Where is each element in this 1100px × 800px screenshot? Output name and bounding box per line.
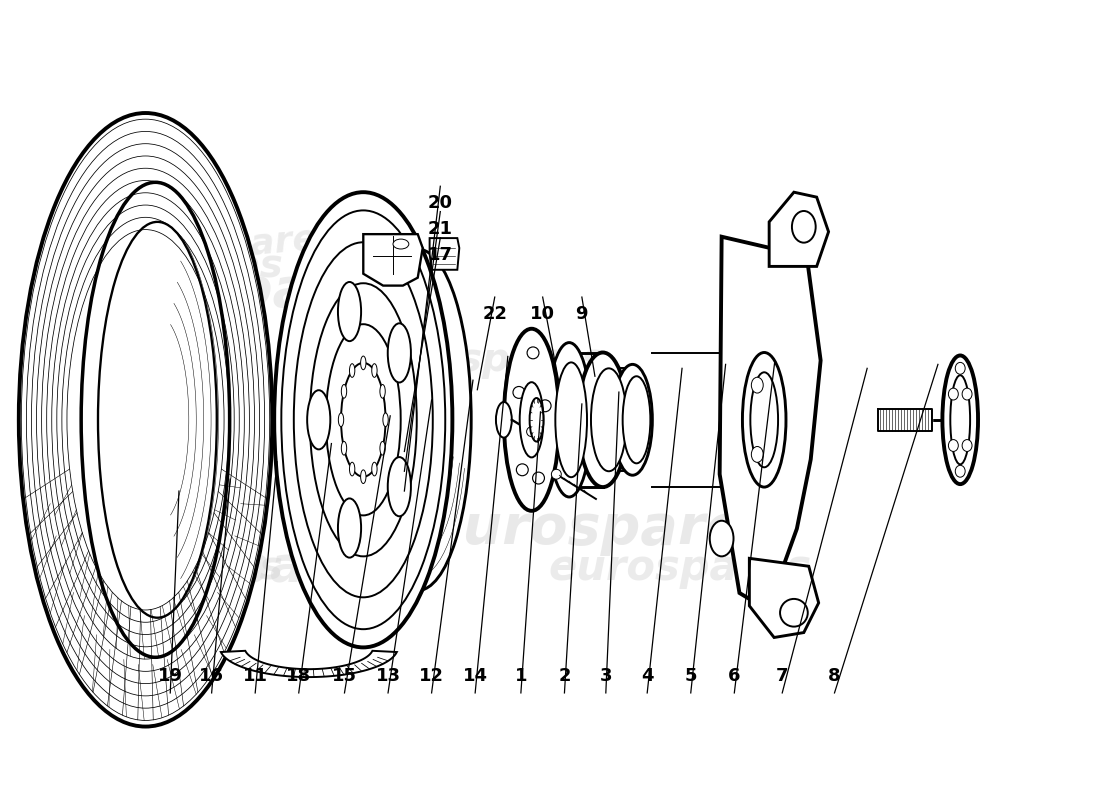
Ellipse shape bbox=[350, 462, 355, 476]
Ellipse shape bbox=[364, 249, 471, 590]
Text: 6: 6 bbox=[728, 667, 740, 685]
Text: 20: 20 bbox=[428, 194, 453, 212]
Ellipse shape bbox=[556, 362, 587, 477]
Polygon shape bbox=[749, 558, 818, 638]
Polygon shape bbox=[719, 237, 821, 608]
Text: 4: 4 bbox=[641, 667, 653, 685]
Text: 12: 12 bbox=[419, 667, 444, 685]
Ellipse shape bbox=[81, 182, 230, 658]
Ellipse shape bbox=[710, 521, 734, 556]
Ellipse shape bbox=[516, 464, 528, 476]
Ellipse shape bbox=[19, 113, 272, 726]
Text: 9: 9 bbox=[575, 305, 589, 323]
Ellipse shape bbox=[310, 283, 417, 556]
Ellipse shape bbox=[962, 439, 972, 451]
Text: eurospares: eurospares bbox=[77, 544, 393, 592]
Text: eurospares: eurospares bbox=[360, 342, 605, 379]
Ellipse shape bbox=[393, 239, 409, 249]
Ellipse shape bbox=[623, 376, 650, 463]
Ellipse shape bbox=[387, 323, 411, 382]
Ellipse shape bbox=[539, 400, 551, 412]
Polygon shape bbox=[221, 651, 397, 677]
Ellipse shape bbox=[519, 382, 543, 458]
Ellipse shape bbox=[529, 398, 543, 442]
Ellipse shape bbox=[527, 426, 537, 437]
Ellipse shape bbox=[326, 324, 400, 515]
Ellipse shape bbox=[496, 402, 512, 438]
Ellipse shape bbox=[387, 457, 411, 516]
Ellipse shape bbox=[950, 375, 970, 464]
Ellipse shape bbox=[282, 210, 446, 629]
Ellipse shape bbox=[338, 498, 361, 558]
Text: eurospares: eurospares bbox=[37, 247, 283, 286]
Text: 16: 16 bbox=[199, 667, 224, 685]
Ellipse shape bbox=[742, 353, 786, 487]
Text: 11: 11 bbox=[243, 667, 267, 685]
Ellipse shape bbox=[307, 390, 330, 450]
Ellipse shape bbox=[551, 470, 561, 479]
Text: 2: 2 bbox=[558, 667, 571, 685]
Ellipse shape bbox=[372, 462, 377, 476]
Text: 5: 5 bbox=[684, 667, 697, 685]
Text: eurospares: eurospares bbox=[549, 547, 812, 590]
Ellipse shape bbox=[962, 388, 972, 400]
Ellipse shape bbox=[294, 242, 432, 598]
Text: 8: 8 bbox=[828, 667, 840, 685]
Text: 7: 7 bbox=[776, 667, 789, 685]
Text: eurospares: eurospares bbox=[109, 220, 340, 274]
Ellipse shape bbox=[341, 442, 346, 455]
Ellipse shape bbox=[750, 372, 778, 467]
Ellipse shape bbox=[751, 446, 763, 462]
Text: 21: 21 bbox=[428, 219, 453, 238]
Polygon shape bbox=[363, 234, 422, 286]
Ellipse shape bbox=[780, 599, 807, 626]
Text: 3: 3 bbox=[600, 667, 612, 685]
Ellipse shape bbox=[513, 386, 525, 398]
Ellipse shape bbox=[948, 439, 958, 451]
Ellipse shape bbox=[341, 385, 346, 398]
Ellipse shape bbox=[372, 364, 377, 378]
Text: 18: 18 bbox=[286, 667, 311, 685]
Text: eurospares: eurospares bbox=[426, 502, 777, 556]
Text: 22: 22 bbox=[482, 305, 507, 323]
Ellipse shape bbox=[361, 356, 366, 370]
Ellipse shape bbox=[792, 211, 816, 242]
Ellipse shape bbox=[579, 353, 628, 487]
Text: 1: 1 bbox=[515, 667, 527, 685]
Ellipse shape bbox=[383, 413, 388, 426]
Ellipse shape bbox=[613, 364, 652, 475]
Ellipse shape bbox=[379, 385, 385, 398]
Ellipse shape bbox=[504, 329, 559, 511]
Text: 17: 17 bbox=[428, 246, 453, 264]
Polygon shape bbox=[878, 409, 933, 430]
Ellipse shape bbox=[955, 466, 965, 477]
Ellipse shape bbox=[338, 282, 361, 341]
Ellipse shape bbox=[948, 388, 958, 400]
Polygon shape bbox=[430, 238, 460, 270]
Ellipse shape bbox=[274, 192, 452, 647]
Text: eurospares: eurospares bbox=[37, 550, 283, 587]
Ellipse shape bbox=[527, 347, 539, 359]
Text: 15: 15 bbox=[332, 667, 358, 685]
Text: 19: 19 bbox=[157, 667, 183, 685]
Ellipse shape bbox=[943, 355, 978, 484]
Ellipse shape bbox=[98, 222, 217, 618]
Ellipse shape bbox=[532, 472, 544, 484]
Ellipse shape bbox=[379, 442, 385, 455]
Ellipse shape bbox=[341, 363, 386, 477]
Ellipse shape bbox=[350, 364, 355, 378]
Text: 13: 13 bbox=[375, 667, 400, 685]
Ellipse shape bbox=[955, 362, 965, 374]
Ellipse shape bbox=[591, 368, 627, 471]
Text: 14: 14 bbox=[463, 667, 487, 685]
Ellipse shape bbox=[548, 342, 591, 497]
Polygon shape bbox=[769, 192, 828, 266]
Ellipse shape bbox=[751, 378, 763, 393]
Ellipse shape bbox=[361, 470, 366, 483]
Text: 10: 10 bbox=[530, 305, 556, 323]
Text: eurospares: eurospares bbox=[68, 265, 402, 317]
Ellipse shape bbox=[339, 413, 343, 426]
